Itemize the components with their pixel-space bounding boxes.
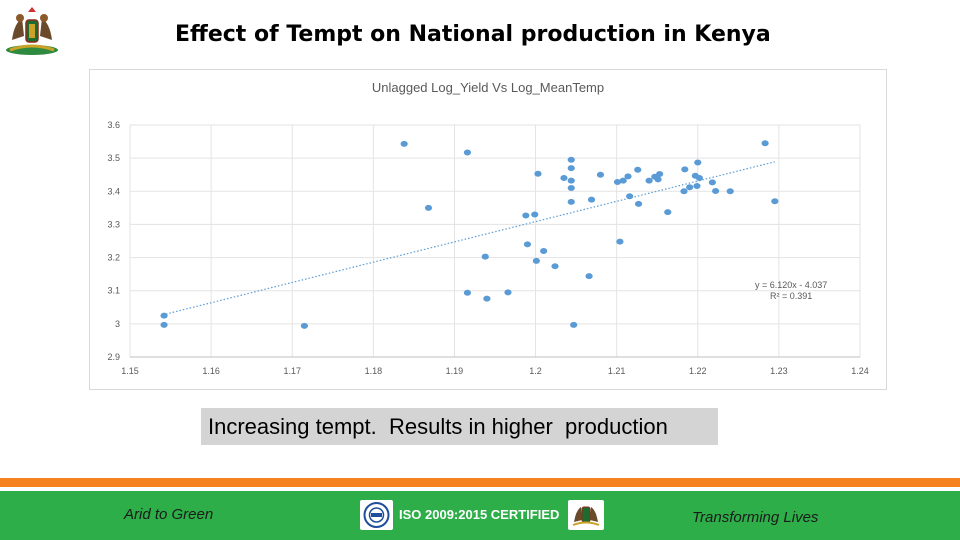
data-point	[596, 171, 605, 178]
x-tick-label: 1.2	[529, 366, 542, 376]
data-point	[712, 187, 720, 194]
data-point	[567, 198, 575, 205]
data-point	[626, 193, 634, 200]
x-tick-label: 1.15	[121, 366, 139, 376]
x-tick-label: 1.18	[365, 366, 383, 376]
y-tick-label: 3.4	[107, 186, 120, 196]
x-tick-label: 1.21	[608, 366, 626, 376]
page-title: Effect of Tempt on National production i…	[175, 22, 771, 47]
county-crest-icon	[568, 500, 604, 530]
data-point	[534, 170, 542, 177]
data-point	[664, 209, 672, 216]
x-tick-label: 1.24	[851, 366, 869, 376]
data-point	[708, 179, 716, 186]
data-point	[300, 322, 308, 329]
data-point	[481, 253, 489, 260]
data-point	[634, 200, 643, 207]
y-tick-label: 3.1	[107, 286, 120, 296]
x-tick-label: 1.23	[770, 366, 788, 376]
footer-slogan-right: Transforming Lives	[692, 509, 819, 526]
data-point	[726, 188, 734, 195]
y-tick-label: 3.2	[107, 253, 120, 263]
data-point	[560, 175, 568, 182]
data-point	[400, 140, 408, 147]
data-point	[761, 140, 769, 147]
x-tick-label: 1.19	[446, 366, 464, 376]
trendline	[162, 161, 775, 316]
data-point	[424, 204, 433, 211]
data-point	[160, 321, 168, 328]
iso-logo-icon	[360, 500, 393, 530]
data-point	[645, 177, 653, 184]
data-point	[619, 177, 627, 184]
x-tick-label: 1.17	[283, 366, 301, 376]
data-point	[693, 182, 701, 189]
data-point	[504, 289, 512, 296]
data-point	[624, 173, 632, 180]
data-point	[771, 198, 779, 205]
y-tick-label: 2.9	[107, 352, 120, 362]
trendline-equation: y = 6.120x - 4.037	[755, 280, 827, 290]
data-point	[551, 263, 559, 270]
data-point	[654, 176, 662, 183]
data-point	[613, 179, 622, 186]
trendline-r2: R² = 0.391	[770, 291, 812, 301]
iso-certification: ISO 2009:2015 CERTIFIED	[399, 507, 560, 522]
coat-of-arms-icon	[2, 6, 62, 56]
data-point	[634, 166, 642, 173]
y-tick-label: 3.5	[107, 153, 120, 163]
footer-slogan-left: Arid to Green	[124, 506, 214, 523]
data-point	[616, 238, 624, 245]
x-tick-label: 1.22	[689, 366, 707, 376]
y-tick-label: 3	[115, 319, 120, 329]
data-point	[656, 171, 664, 178]
scatter-chart: Unlagged Log_Yield Vs Log_MeanTemp 1.15 1…	[89, 69, 887, 390]
y-tick-label: 3.3	[107, 219, 120, 229]
data-point	[567, 156, 575, 163]
data-point	[585, 273, 593, 280]
data-point	[680, 188, 688, 195]
data-point	[567, 184, 575, 191]
data-point	[523, 241, 532, 248]
y-tick-label: 3.6	[107, 120, 120, 130]
data-point	[587, 196, 596, 203]
chart-title: Unlagged Log_Yield Vs Log_MeanTemp	[372, 80, 604, 95]
data-point	[483, 295, 491, 302]
data-point	[463, 149, 472, 156]
data-point	[681, 166, 689, 173]
data-point	[694, 159, 702, 166]
data-point	[567, 165, 575, 172]
footer-bar	[0, 491, 960, 540]
data-point	[567, 177, 575, 184]
chart-canvas: Unlagged Log_Yield Vs Log_MeanTemp 1.15 1…	[107, 80, 869, 376]
data-point	[570, 321, 578, 328]
data-point	[532, 257, 540, 264]
data-point	[540, 247, 548, 254]
data-point	[463, 289, 472, 296]
data-point	[522, 212, 530, 219]
footer-orange-stripe	[0, 478, 960, 487]
data-point	[160, 312, 168, 319]
data-point	[695, 175, 704, 182]
data-point	[686, 184, 694, 191]
chart-caption: Increasing tempt. Results in higher prod…	[201, 408, 718, 445]
footer-divider	[0, 487, 960, 491]
x-tick-label: 1.16	[202, 366, 220, 376]
data-point	[531, 211, 539, 218]
